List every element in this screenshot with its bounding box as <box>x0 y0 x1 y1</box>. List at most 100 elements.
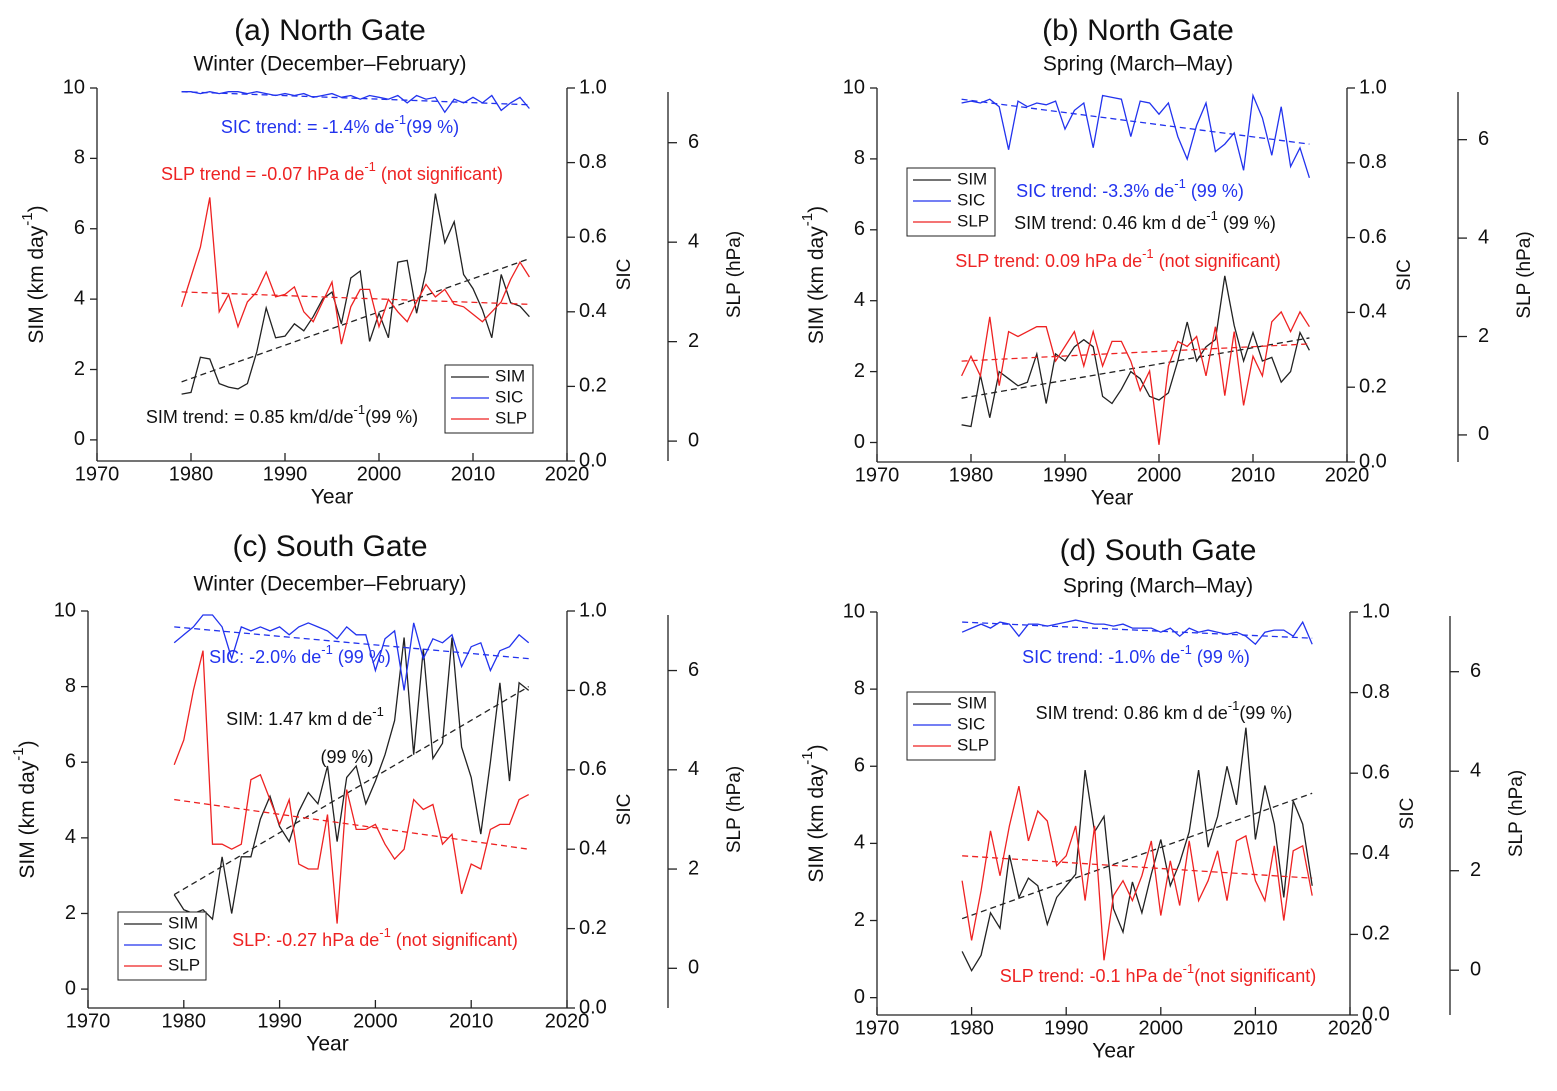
panel-title: (d) South Gate <box>1060 534 1257 567</box>
y-tick-label: 2 <box>65 902 76 924</box>
x-tick-label: 2020 <box>545 1010 590 1032</box>
y-tick-label: 0 <box>65 977 76 999</box>
x-axis-label: Year <box>311 486 353 509</box>
annotation-after: (99 %) <box>1186 181 1244 201</box>
trend-line <box>181 291 530 305</box>
series-line <box>961 93 1311 178</box>
y2-tick-label: 1.0 <box>1359 76 1387 98</box>
y3-tick-label: 2 <box>1478 325 1489 347</box>
annotation: (99 %) <box>320 747 373 767</box>
y2-tick-label: 0.4 <box>1359 301 1387 323</box>
y-tick-label: 6 <box>74 217 85 239</box>
y-tick-label: 4 <box>854 289 865 311</box>
y-tick-label: 6 <box>65 751 76 773</box>
y-tick-label: 10 <box>63 76 85 98</box>
trend-line <box>181 258 530 383</box>
annotation-after: (99 %) <box>1239 703 1292 723</box>
x-tick-label: 2000 <box>357 463 402 485</box>
y3-tick-label: 6 <box>1470 660 1481 682</box>
y2-tick-label: 0.6 <box>579 758 607 780</box>
series-line <box>173 637 530 921</box>
y3-tick-label: 4 <box>1478 226 1489 248</box>
annotation-sup: -1 <box>364 159 376 174</box>
legend-label: SIC <box>495 387 523 406</box>
y-axis-label-after: ) <box>25 205 48 212</box>
y2-tick-label: 1.0 <box>579 599 607 621</box>
annotation: SLP trend = -0.07 hPa de-1 (not signific… <box>161 159 503 184</box>
y-tick-label: 0 <box>854 431 865 453</box>
series-line <box>181 193 530 395</box>
y-axis-label-sup: -1 <box>799 751 816 764</box>
x-tick-label: 2010 <box>1231 464 1276 486</box>
y3-axis-label: SLP (hPa) <box>724 231 745 318</box>
y-tick-label: 4 <box>65 826 76 848</box>
series-line <box>961 275 1310 428</box>
annotation: SIM trend: = 0.85 km/d/de-1(99 %) <box>146 402 418 427</box>
annotation-text: SLP trend: 0.09 hPa de <box>955 251 1142 271</box>
x-tick-label: 1980 <box>949 1017 994 1039</box>
legend-label: SLP <box>957 211 989 230</box>
annotation-after: (not significant) <box>1154 251 1281 271</box>
y2-tick-label: 0.0 <box>1359 450 1387 472</box>
series-line <box>173 650 530 924</box>
trend-line <box>181 91 530 106</box>
x-tick-label: 1990 <box>257 1010 302 1032</box>
x-tick-label: 2020 <box>545 463 590 485</box>
y2-tick-label: 0.4 <box>1362 842 1390 864</box>
y2-tick-label: 1.0 <box>1362 600 1390 622</box>
annotation: SIM trend: 0.86 km d de-1(99 %) <box>1036 698 1293 723</box>
y-tick-label: 0 <box>74 428 85 450</box>
y2-tick-label: 0.8 <box>1359 151 1387 173</box>
annotation-text: SIC trend: = -1.4% de <box>221 117 395 137</box>
y3-tick-label: 2 <box>688 330 699 352</box>
annotation-after: (99 %) <box>1192 647 1250 667</box>
y-axis-label-sup: -1 <box>799 213 816 226</box>
panel: (b) North Gate Spring (March–May) 1970 1980… <box>799 14 1535 510</box>
y-axis-label-sup: -1 <box>10 747 27 760</box>
y2-axis-label: SIC <box>614 794 635 826</box>
y-tick-label: 10 <box>843 600 865 622</box>
y2-tick-label: 0.2 <box>1362 923 1390 945</box>
y3-tick-label: 4 <box>688 230 699 252</box>
y-axis-label-text: SIM (km day <box>805 226 828 344</box>
annotation-sup: -1 <box>395 112 407 127</box>
x-tick-label: 1990 <box>263 463 308 485</box>
x-tick-label: 2000 <box>353 1010 398 1032</box>
x-tick-label: 1970 <box>66 1010 111 1032</box>
trend-line <box>173 686 530 896</box>
legend-box <box>906 691 996 761</box>
x-tick-label: 1990 <box>1043 464 1088 486</box>
legend-label: SIM <box>495 366 525 385</box>
y-tick-label: 2 <box>74 358 85 380</box>
annotation-after: (not significant) <box>1194 966 1316 986</box>
y3-tick-label: 4 <box>1470 759 1481 781</box>
legend-label: SIC <box>957 714 985 733</box>
annotation-sup: -1 <box>1228 698 1240 713</box>
x-tick-label: 2020 <box>1325 464 1370 486</box>
annotation-sup: -1 <box>321 642 333 657</box>
panel-title: (b) North Gate <box>1042 14 1234 47</box>
legend-label: SLP <box>495 408 527 427</box>
legend-box <box>906 167 996 237</box>
legend-box <box>444 364 534 434</box>
y-axis-label: SIM (km day-1) <box>799 744 827 882</box>
x-tick-label: 1970 <box>75 463 120 485</box>
y-tick-label: 8 <box>65 675 76 697</box>
y2-tick-label: 0.2 <box>579 375 607 397</box>
legend-label: SIC <box>957 190 985 209</box>
y2-tick-label: 0.8 <box>1362 681 1390 703</box>
y2-tick-label: 0.8 <box>579 679 607 701</box>
trend-line <box>961 792 1313 920</box>
trend-line <box>961 343 1310 362</box>
x-tick-label: 2000 <box>1137 464 1182 486</box>
annotation-after: (99 %) <box>406 117 459 137</box>
legend-label: SIM <box>957 693 987 712</box>
annotation: SIM trend: 0.46 km d de-1 (99 %) <box>1014 208 1276 233</box>
annotation-after: (not significant) <box>391 930 518 950</box>
panel: (c) South Gate Winter (December–February)… <box>10 530 745 1056</box>
annotation: SIC trend: -1.0% de-1 (99 %) <box>1022 642 1250 667</box>
y3-tick-label: 0 <box>688 957 699 979</box>
y3-tick-label: 0 <box>688 429 699 451</box>
annotation-sup: -1 <box>372 704 384 719</box>
panel: (a) North Gate Winter (December–February)… <box>19 14 745 509</box>
